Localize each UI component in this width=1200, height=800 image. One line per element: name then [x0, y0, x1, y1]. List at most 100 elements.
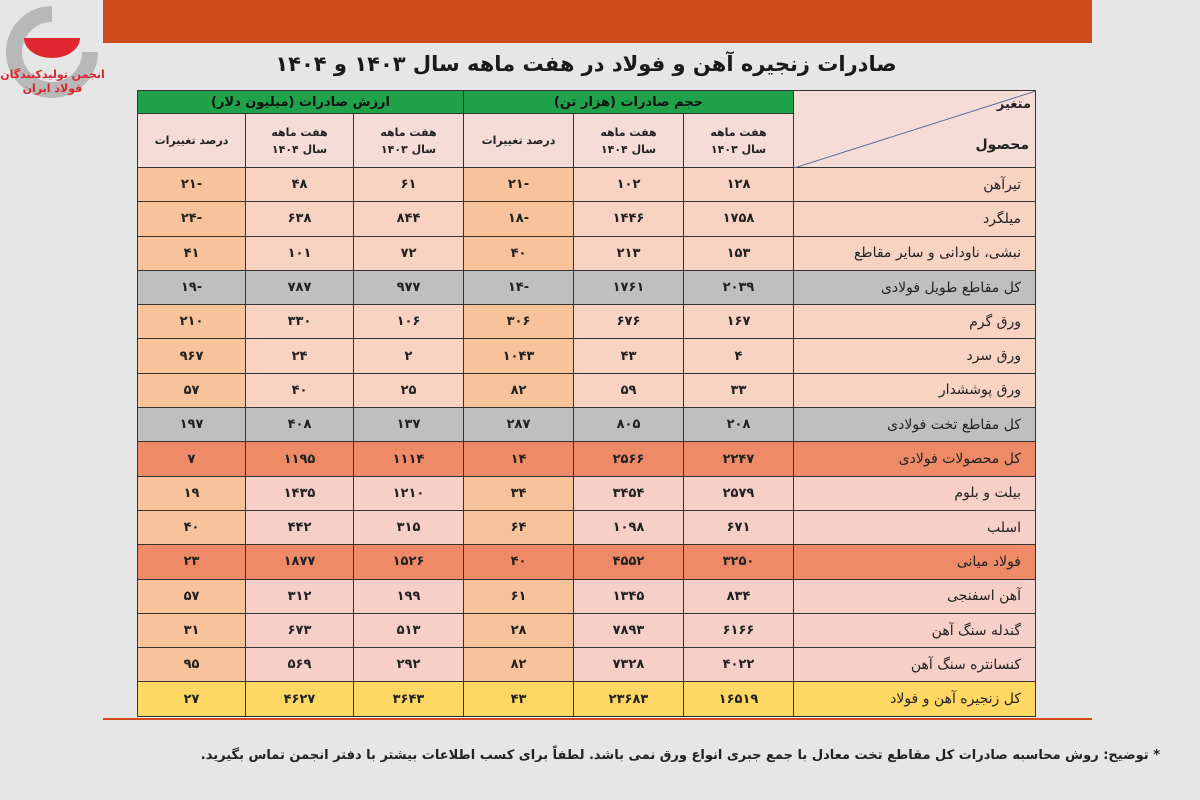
value-1404-cell: ۱۴۳۵	[245, 475, 354, 511]
logo-mark-icon	[6, 6, 98, 98]
value-pct-cell: ۹۶۷	[137, 338, 246, 374]
product-cell: آهن اسفنجی	[793, 578, 1036, 614]
value-1403-cell: ۲	[353, 338, 464, 374]
value-pct-cell: ۱۹۷	[137, 407, 246, 443]
table-row: ورق گرم ۱۶۷ ۶۷۶ ۳۰۶ ۱۰۶ ۳۳۰ ۲۱۰	[137, 304, 1036, 340]
value-1404-cell: ۴۴۲	[245, 509, 354, 546]
diagonal-divider	[794, 91, 1036, 168]
value-1403-cell: ۱۰۶	[353, 304, 464, 340]
table-row: نبشی، ناودانی و سایر مقاطع ۱۵۳ ۲۱۳ ۴۰ ۷۲ ۱۰۱ ۴…	[137, 235, 1036, 271]
footer-divider	[103, 718, 1092, 720]
volume-1403-cell: ۱۶۵۱۹	[683, 681, 794, 717]
value-pct-cell: -۲۱	[137, 166, 246, 203]
value-1404-cell: ۱۱۹۵	[245, 441, 354, 477]
product-cell: کل مقاطع طویل فولادی	[793, 269, 1036, 306]
value-pct-cell: -۲۴	[137, 201, 246, 237]
exports-table: متغیر محصول حجم صادرات (هزار تن) ارزش صا…	[137, 90, 1036, 717]
value-1404-cell: ۶۷۳	[245, 612, 354, 649]
volume-1403-cell: ۱۷۵۸	[683, 201, 794, 237]
product-cell: کل زنجیره آهن و فولاد	[793, 681, 1036, 717]
product-cell: ورق گرم	[793, 304, 1036, 340]
volume-1404-cell: ۱۴۴۶	[573, 201, 684, 237]
volume-pct-cell: ۱۰۴۳	[463, 338, 574, 374]
volume-1404-cell: ۸۰۵	[573, 407, 684, 443]
value-1403-cell: ۱۵۲۶	[353, 544, 464, 580]
product-cell: کل مقاطع تخت فولادی	[793, 407, 1036, 443]
volume-pct-cell: -۲۱	[463, 166, 574, 203]
volume-1403-cell: ۴	[683, 338, 794, 374]
volume-1404-cell: ۲۳۶۸۳	[573, 681, 684, 717]
val-1404-header: هفت ماهه سال ۱۴۰۴	[245, 113, 354, 168]
volume-pct-cell: ۶۴	[463, 509, 574, 546]
product-cell: فولاد میانی	[793, 544, 1036, 580]
volume-1404-cell: ۲۱۳	[573, 235, 684, 271]
value-pct-cell: ۲۷	[137, 681, 246, 717]
corner-header: متغیر محصول	[793, 90, 1036, 168]
volume-1403-cell: ۳۳	[683, 372, 794, 409]
value-1403-cell: ۱۹۹	[353, 578, 464, 614]
product-cell: میلگرد	[793, 201, 1036, 237]
table-row: آهن اسفنجی ۸۳۴ ۱۳۴۵ ۶۱ ۱۹۹ ۳۱۲ ۵۷	[137, 578, 1036, 614]
value-1403-cell: ۸۴۴	[353, 201, 464, 237]
volume-pct-cell: ۸۲	[463, 372, 574, 409]
value-1403-cell: ۲۹۲	[353, 647, 464, 683]
volume-1403-cell: ۱۲۸	[683, 166, 794, 203]
value-pct-cell: ۲۳	[137, 544, 246, 580]
volume-1403-cell: ۱۶۷	[683, 304, 794, 340]
volume-1404-cell: ۱۰۲	[573, 166, 684, 203]
volume-1404-cell: ۲۵۶۶	[573, 441, 684, 477]
product-cell: کنسانتره سنگ آهن	[793, 647, 1036, 683]
volume-1404-cell: ۱۷۶۱	[573, 269, 684, 306]
value-1403-cell: ۱۳۷	[353, 407, 464, 443]
logo-line1: انجمن تولیدکنندگان	[0, 68, 105, 81]
footnote: * توضیح: روش محاسبه صادرات کل مقاطع تخت …	[200, 748, 1160, 763]
product-cell: ورق پوششدار	[793, 372, 1036, 409]
volume-1404-cell: ۴۵۵۲	[573, 544, 684, 580]
vol-1403-header: هفت ماهه سال ۱۴۰۳	[683, 113, 794, 168]
value-1403-cell: ۱۱۱۴	[353, 441, 464, 477]
volume-pct-cell: ۴۰	[463, 544, 574, 580]
table-row: کل مقاطع تخت فولادی ۲۰۸ ۸۰۵ ۲۸۷ ۱۳۷ ۴۰۸ ۱۹۷	[137, 407, 1036, 443]
value-1404-cell: ۶۳۸	[245, 201, 354, 237]
volume-1403-cell: ۸۳۴	[683, 578, 794, 614]
logo-line2: فولاد ایران	[22, 82, 83, 95]
product-cell: گندله سنگ آهن	[793, 612, 1036, 649]
volume-1403-cell: ۲۰۳۹	[683, 269, 794, 306]
volume-pct-cell: ۶۱	[463, 578, 574, 614]
table-row: کل زنجیره آهن و فولاد ۱۶۵۱۹ ۲۳۶۸۳ ۴۳ ۳۶۴۳ ۴۶۲…	[137, 681, 1036, 717]
volume-1403-cell: ۲۵۷۹	[683, 475, 794, 511]
table-row: میلگرد ۱۷۵۸ ۱۴۴۶ -۱۸ ۸۴۴ ۶۳۸ -۲۴	[137, 201, 1036, 237]
volume-1403-cell: ۶۱۶۶	[683, 612, 794, 649]
volume-1403-cell: ۲۲۴۷	[683, 441, 794, 477]
product-cell: بیلت و بلوم	[793, 475, 1036, 511]
volume-1404-cell: ۷۸۹۳	[573, 612, 684, 649]
variable-label: متغیر	[996, 97, 1031, 112]
volume-pct-cell: -۱۸	[463, 201, 574, 237]
value-1403-cell: ۱۲۱۰	[353, 475, 464, 511]
volume-pct-cell: ۸۲	[463, 647, 574, 683]
value-pct-cell: ۵۷	[137, 578, 246, 614]
value-pct-cell: ۴۱	[137, 235, 246, 271]
val-pct-header: درصد تغییرات	[137, 113, 246, 168]
value-1404-cell: ۳۳۰	[245, 304, 354, 340]
table-row: بیلت و بلوم ۲۵۷۹ ۳۴۵۴ ۳۴ ۱۲۱۰ ۱۴۳۵ ۱۹	[137, 475, 1036, 511]
vol-pct-header: درصد تغییرات	[463, 113, 574, 168]
value-1403-cell: ۲۵	[353, 372, 464, 409]
product-cell: تیرآهن	[793, 166, 1036, 203]
value-1403-cell: ۹۷۷	[353, 269, 464, 306]
value-1404-cell: ۱۰۱	[245, 235, 354, 271]
volume-1403-cell: ۲۰۸	[683, 407, 794, 443]
value-1404-cell: ۳۱۲	[245, 578, 354, 614]
value-group-header: ارزش صادرات (میلیون دلار)	[137, 90, 464, 114]
volume-1404-cell: ۱۳۴۵	[573, 578, 684, 614]
value-pct-cell: ۵۷	[137, 372, 246, 409]
table-row: ورق سرد ۴ ۴۳ ۱۰۴۳ ۲ ۲۴ ۹۶۷	[137, 338, 1036, 374]
product-cell: ورق سرد	[793, 338, 1036, 374]
value-pct-cell: -۱۹	[137, 269, 246, 306]
table-row: کل مقاطع طویل فولادی ۲۰۳۹ ۱۷۶۱ -۱۴ ۹۷۷ ۷۸۷ -۱۹	[137, 269, 1036, 306]
table-row: تیرآهن ۱۲۸ ۱۰۲ -۲۱ ۶۱ ۴۸ -۲۱	[137, 166, 1036, 203]
volume-pct-cell: ۲۸	[463, 612, 574, 649]
value-pct-cell: ۷	[137, 441, 246, 477]
volume-pct-cell: ۴۳	[463, 681, 574, 717]
volume-1404-cell: ۳۴۵۴	[573, 475, 684, 511]
